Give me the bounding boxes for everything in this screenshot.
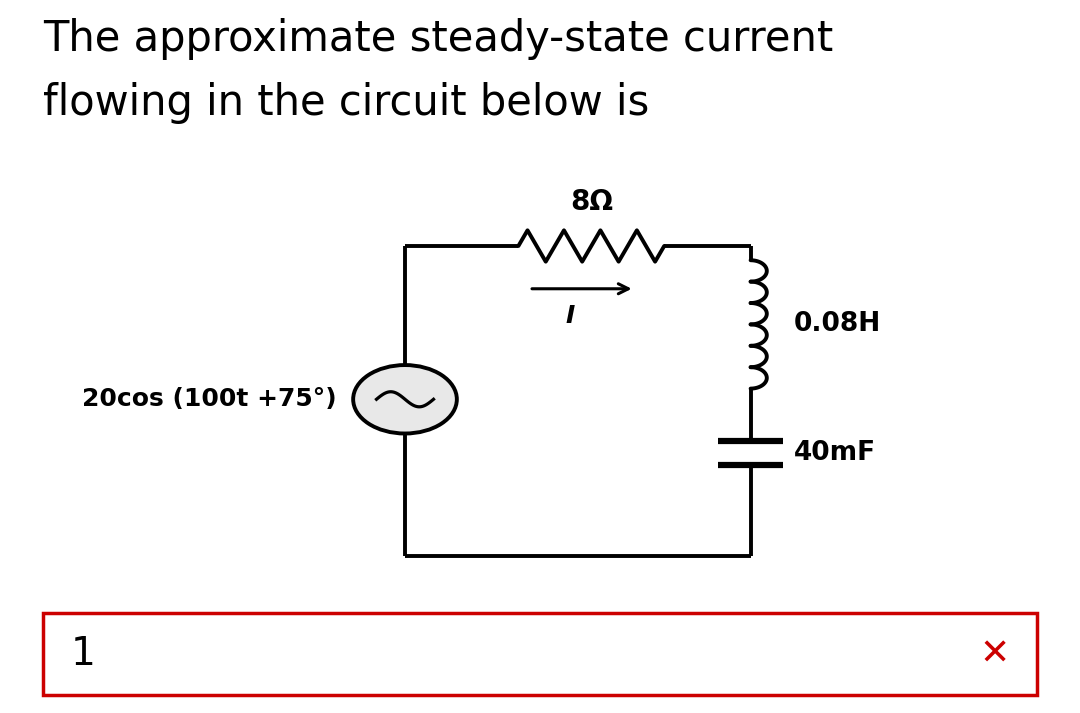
Text: I: I [565,304,575,329]
Circle shape [353,365,457,434]
Text: 8Ω: 8Ω [570,188,612,216]
Text: ✕: ✕ [980,637,1010,671]
Text: 0.08H: 0.08H [794,312,881,337]
Bar [43,613,1037,695]
Text: 1: 1 [70,635,95,673]
Text: 40mF: 40mF [794,440,876,466]
Text: 20cos (100t +75°): 20cos (100t +75°) [82,387,337,411]
Text: The approximate steady-state current: The approximate steady-state current [43,18,834,60]
Text: flowing in the circuit below is: flowing in the circuit below is [43,82,649,124]
